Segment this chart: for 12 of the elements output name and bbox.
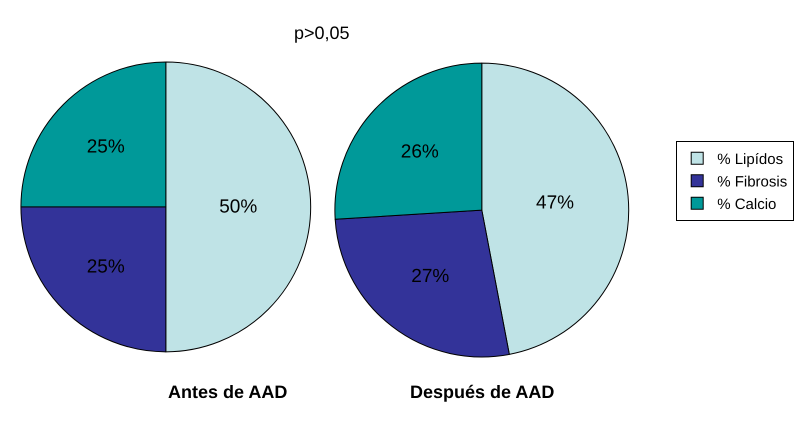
text: Antes de AAD — [168, 382, 288, 402]
data-label: 50% — [219, 196, 258, 218]
text: Después de AAD — [410, 382, 554, 402]
legend-label: % Fibrosis — [717, 174, 788, 191]
legend-label: % Lipídos — [717, 151, 784, 168]
legend-label: % Calcio — [717, 196, 776, 214]
data-label: 47% — [536, 192, 574, 214]
text: p>0,05 — [294, 23, 350, 43]
data-label: 25% — [86, 136, 125, 158]
data-label: 27% — [411, 266, 450, 287]
data-label: 25% — [86, 256, 125, 278]
data-label: 26% — [400, 141, 439, 162]
